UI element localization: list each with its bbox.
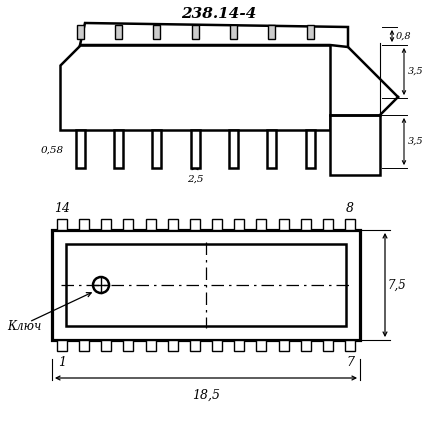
Bar — [345, 219, 355, 230]
Bar — [191, 130, 199, 168]
Bar — [77, 25, 84, 39]
Bar — [267, 130, 276, 168]
Bar — [301, 219, 311, 230]
Text: 2,5: 2,5 — [187, 175, 203, 184]
Bar — [124, 340, 134, 351]
Text: 3,5: 3,5 — [408, 67, 424, 76]
Bar — [114, 130, 123, 168]
Polygon shape — [80, 23, 348, 47]
Bar — [230, 25, 237, 39]
Bar — [323, 219, 333, 230]
Bar — [168, 340, 178, 351]
Bar — [145, 219, 155, 230]
Bar — [256, 219, 266, 230]
Bar — [345, 340, 355, 351]
Bar — [115, 25, 122, 39]
Text: 238.14-4: 238.14-4 — [181, 7, 257, 21]
Text: 7: 7 — [346, 356, 354, 369]
Bar — [279, 219, 289, 230]
Bar — [190, 340, 200, 351]
Bar — [124, 219, 134, 230]
Text: 7,5: 7,5 — [388, 279, 407, 292]
Bar — [256, 340, 266, 351]
Bar — [145, 340, 155, 351]
Bar — [75, 130, 85, 168]
Bar — [66, 244, 346, 326]
Bar — [229, 130, 238, 168]
Bar — [152, 130, 161, 168]
Text: 3,5: 3,5 — [408, 137, 424, 146]
Bar — [153, 25, 160, 39]
Text: 14: 14 — [54, 202, 70, 215]
Bar — [268, 25, 275, 39]
Bar — [234, 219, 244, 230]
Text: 1: 1 — [58, 356, 66, 369]
Bar — [330, 115, 380, 175]
Text: 0,58: 0,58 — [40, 146, 64, 154]
Bar — [234, 340, 244, 351]
Bar — [305, 130, 314, 168]
Bar — [57, 219, 67, 230]
Bar — [301, 340, 311, 351]
Text: 18,5: 18,5 — [192, 389, 220, 402]
Bar — [57, 340, 67, 351]
Bar — [279, 340, 289, 351]
Polygon shape — [60, 45, 330, 130]
Bar — [79, 219, 89, 230]
Text: 0,8: 0,8 — [396, 32, 412, 41]
Bar — [52, 230, 360, 340]
Bar — [191, 25, 198, 39]
Bar — [190, 219, 200, 230]
Text: Ключ: Ключ — [7, 319, 41, 333]
Bar — [101, 219, 111, 230]
Bar — [307, 25, 314, 39]
Bar — [79, 340, 89, 351]
Bar — [101, 340, 111, 351]
Bar — [323, 340, 333, 351]
Bar — [212, 340, 222, 351]
Bar — [168, 219, 178, 230]
Bar — [212, 219, 222, 230]
Text: 8: 8 — [346, 202, 354, 215]
